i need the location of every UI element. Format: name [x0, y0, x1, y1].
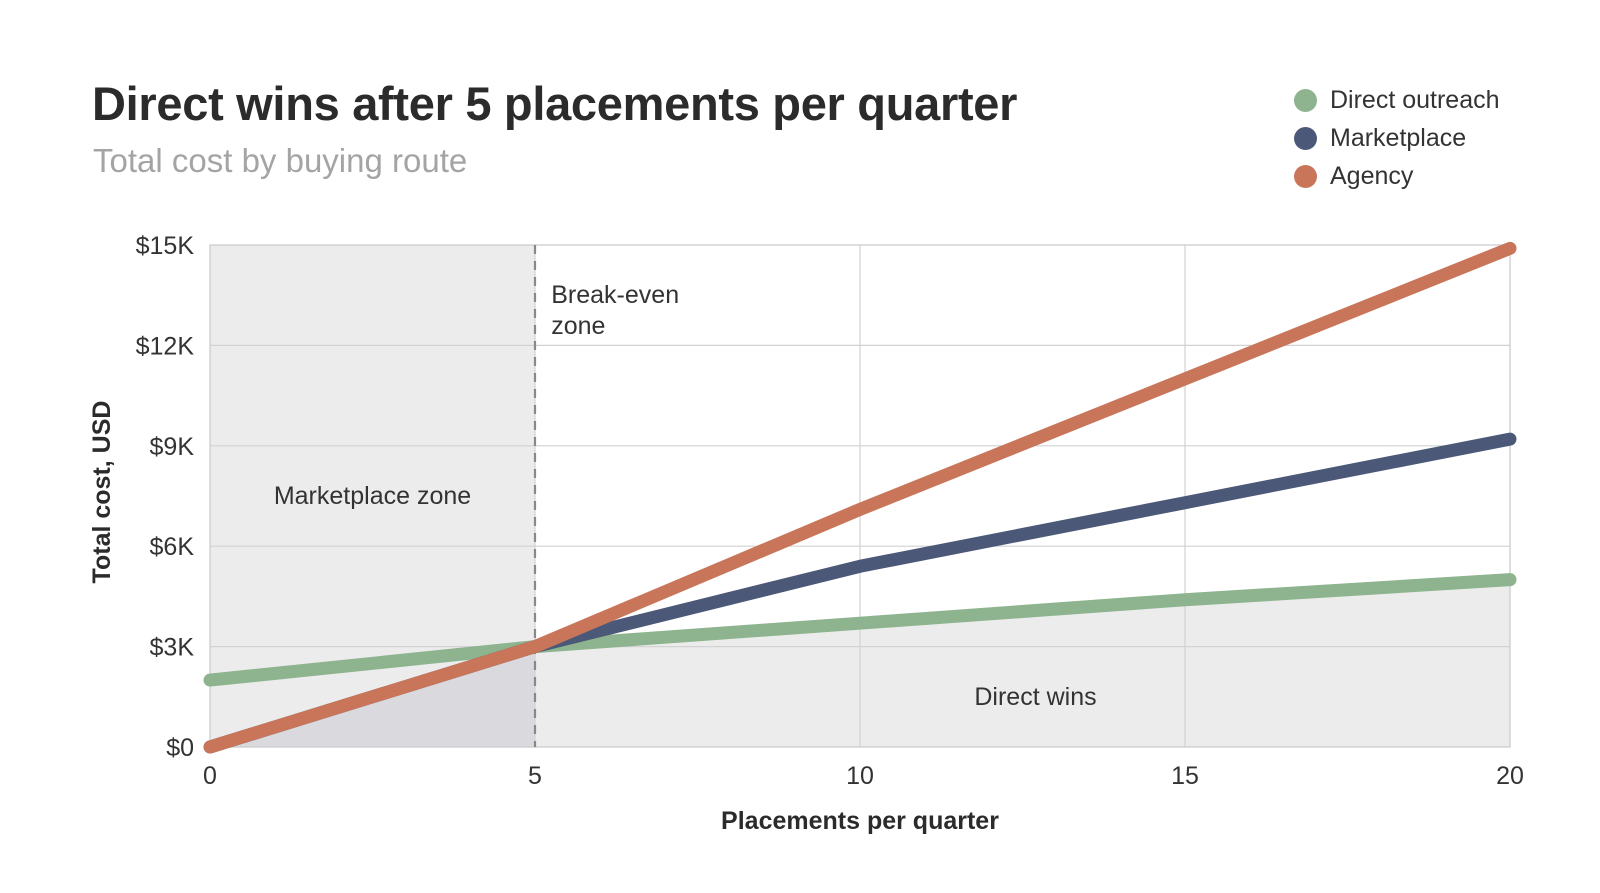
plot-frame	[209, 244, 1511, 748]
breakeven-zone-label-line2: zone	[551, 312, 605, 340]
direct-wins-zone-shade	[535, 579, 1510, 747]
legend-item-marketplace: Marketplace	[1294, 119, 1500, 157]
direct-wins-zone-label: Direct wins	[974, 683, 1096, 711]
legend-item-direct-outreach: Direct outreach	[1294, 81, 1500, 119]
x-axis-title: Placements per quarter	[721, 807, 999, 835]
series-line-agency	[203, 241, 1517, 754]
legend-label-agency: Agency	[1330, 161, 1414, 190]
y-tick-label: $6K	[150, 533, 195, 561]
legend-label-marketplace: Marketplace	[1330, 123, 1467, 152]
y-tick-label: $12K	[136, 332, 195, 360]
series-line-direct-outreach	[203, 573, 1517, 687]
y-tick-label: $0	[166, 734, 194, 762]
x-tick-label: 0	[203, 762, 217, 790]
legend-swatch-agency	[1294, 164, 1317, 188]
y-tick-label: $9K	[150, 433, 195, 461]
legend: Direct outreach Marketplace Agency	[1294, 81, 1500, 195]
legend-swatch-direct-outreach	[1294, 88, 1317, 112]
x-tick-label: 20	[1496, 762, 1524, 790]
x-tick-label: 5	[528, 762, 542, 790]
y-axis-title: Total cost, USD	[88, 401, 116, 584]
y-tick-label: $3K	[150, 634, 195, 662]
marketplace-zone-label: Marketplace zone	[274, 482, 471, 510]
legend-item-agency: Agency	[1294, 157, 1500, 195]
x-tick-label: 10	[846, 762, 874, 790]
x-tick-label: 15	[1171, 762, 1199, 790]
legend-label-direct-outreach: Direct outreach	[1330, 85, 1500, 114]
breakeven-zone-label-line1: Break-even	[551, 281, 679, 309]
legend-swatch-marketplace	[1294, 126, 1317, 150]
y-tick-label: $15K	[136, 232, 195, 260]
chart-title: Direct wins after 5 placements per quart…	[92, 77, 1018, 130]
chart-subtitle: Total cost by buying route	[93, 142, 468, 179]
